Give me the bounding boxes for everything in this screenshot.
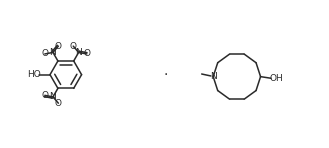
Text: O: O [41, 91, 48, 100]
Text: N: N [75, 48, 82, 57]
Text: O: O [83, 49, 90, 58]
Text: O: O [70, 42, 77, 51]
Text: HO: HO [27, 70, 41, 79]
Text: N: N [50, 48, 56, 57]
Text: ·: · [164, 68, 168, 82]
Text: N: N [50, 92, 56, 101]
Text: O: O [41, 49, 48, 58]
Text: O: O [55, 42, 62, 51]
Text: O: O [55, 99, 62, 108]
Text: N: N [210, 72, 216, 81]
Text: OH: OH [269, 74, 283, 83]
